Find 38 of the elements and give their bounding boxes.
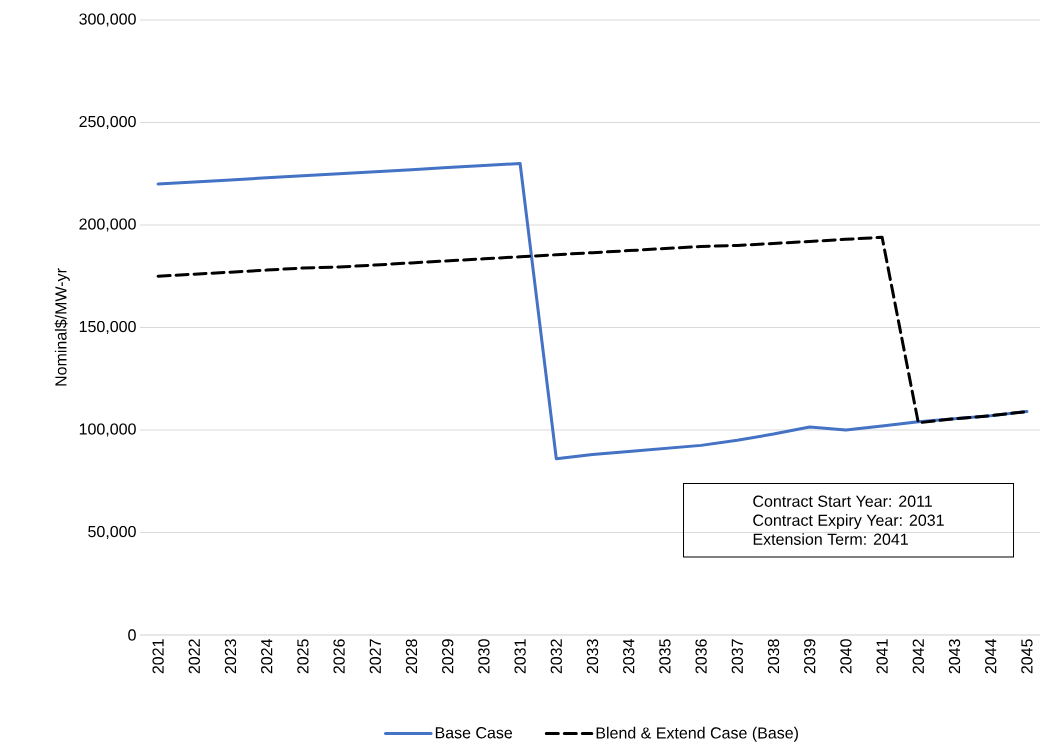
- y-tick-label: 0: [128, 629, 136, 641]
- x-tick-label: 2034: [623, 639, 635, 674]
- annotation: Extension Term: 2041: [753, 533, 908, 545]
- legend-label: Base Case: [435, 727, 513, 739]
- x-tick-label: 2021: [152, 639, 164, 674]
- x-tick-label: 2022: [188, 639, 200, 674]
- x-tick-label: 2035: [659, 639, 671, 674]
- y-tick-label: 250,000: [79, 115, 136, 130]
- y-tick-label: 200,000: [79, 218, 136, 232]
- y-axis-title: Nominal$/MW-yr: [54, 268, 70, 386]
- x-tick-label: 2023: [224, 639, 237, 674]
- x-tick-label: 2024: [261, 639, 273, 674]
- y-tick-label: 50,000: [88, 525, 136, 540]
- x-tick-label: 2040: [840, 639, 852, 674]
- x-tick-label: 2036: [695, 639, 707, 674]
- x-tick-label: 2039: [804, 639, 816, 674]
- x-tick-label: 2038: [767, 639, 780, 674]
- x-tick-label: 2028: [405, 639, 418, 674]
- x-tick-label: 2042: [912, 639, 924, 674]
- x-tick-label: 2030: [478, 639, 490, 674]
- x-tick-label: 2032: [550, 639, 562, 674]
- x-tick-label: 2026: [333, 639, 345, 674]
- x-tick-label: 2033: [586, 639, 599, 674]
- y-tick-label: 150,000: [79, 320, 136, 335]
- x-tick-label: 2045: [1021, 639, 1033, 674]
- x-tick-label: 2041: [876, 639, 888, 674]
- x-tick-label: 2027: [369, 639, 381, 674]
- x-tick-label: 2044: [985, 639, 997, 674]
- x-tick-label: 2037: [731, 639, 743, 674]
- x-tick-label: 2025: [297, 639, 309, 674]
- annotation: Contract Expiry Year: 2031: [753, 514, 944, 530]
- x-tick-label: 2029: [442, 639, 454, 674]
- annotation: Contract Start Year: 2011: [753, 495, 932, 507]
- x-tick-label: 2031: [514, 639, 526, 674]
- y-tick-label: 100,000: [79, 423, 136, 437]
- y-tick-label: 300,000: [79, 13, 136, 27]
- x-tick-label: 2043: [948, 639, 961, 674]
- legend-label: Blend & Extend Case (Base): [596, 726, 798, 742]
